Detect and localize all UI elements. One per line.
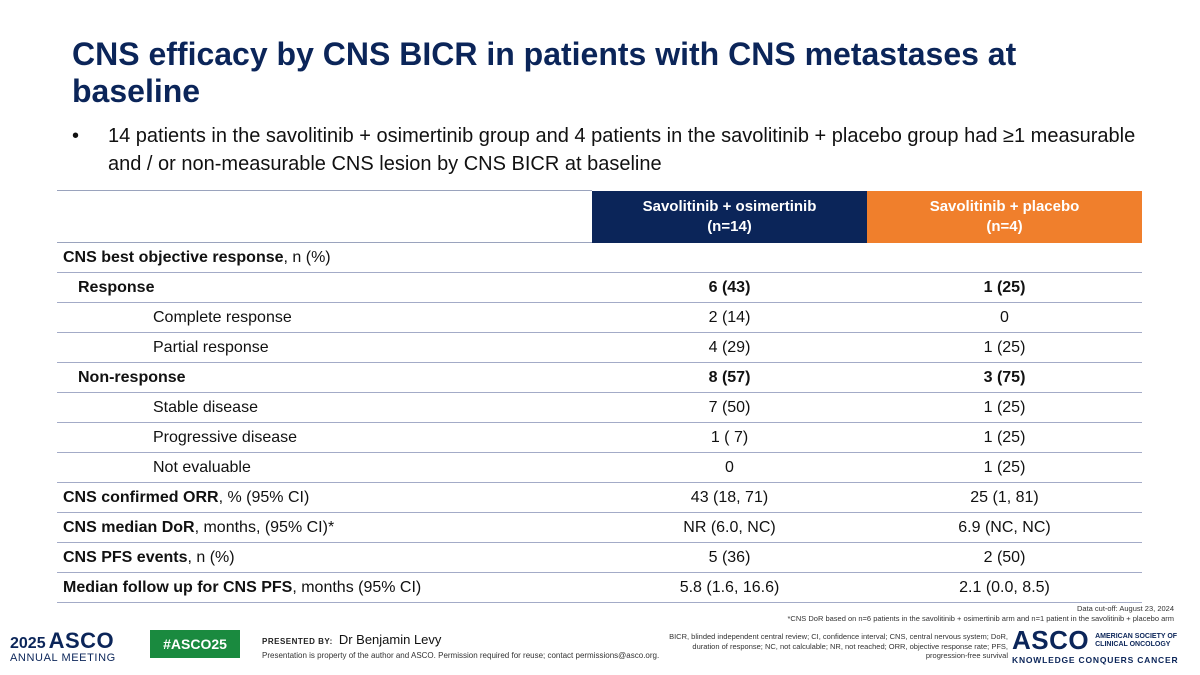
table-row: Progressive disease 1 ( 7) 1 (25) bbox=[57, 422, 1142, 453]
table-row: Not evaluable 0 1 (25) bbox=[57, 452, 1142, 483]
row-label-rest: , months (95% CI) bbox=[292, 578, 422, 596]
logo-word: ASCO bbox=[1012, 625, 1090, 655]
presented-by-label: PRESENTED BY: bbox=[262, 637, 333, 646]
cell-osimertinib: 4 (29) bbox=[592, 332, 867, 363]
header-col2-line1: Savolitinib + osimertinib bbox=[642, 197, 817, 215]
row-label-rest: Complete response bbox=[153, 308, 292, 326]
cell-osimertinib: 5 (36) bbox=[592, 542, 867, 573]
results-table: Savolitinib + osimertinib (n=14) Savolit… bbox=[57, 190, 1142, 603]
bullet-point: • 14 patients in the savolitinib + osime… bbox=[72, 122, 1162, 178]
hashtag-badge: #ASCO25 bbox=[150, 630, 240, 658]
bullet-icon: • bbox=[72, 125, 80, 147]
row-label: CNS median DoR, months, (95% CI)* bbox=[57, 512, 592, 543]
row-label-bold: CNS confirmed ORR bbox=[63, 488, 219, 506]
cell-placebo: 2 (50) bbox=[867, 542, 1142, 573]
row-label-rest: Progressive disease bbox=[153, 428, 298, 446]
cell-placebo: 6.9 (NC, NC) bbox=[867, 512, 1142, 543]
cell-placebo: 0 bbox=[867, 302, 1142, 333]
cell-placebo: 3 (75) bbox=[867, 362, 1142, 393]
row-label-rest: , % (95% CI) bbox=[218, 488, 310, 506]
meeting-subtitle: ANNUAL MEETING bbox=[10, 652, 116, 664]
cell-placebo: 25 (1, 81) bbox=[867, 482, 1142, 513]
table-row: Median follow up for CNS PFS, months (95… bbox=[57, 572, 1142, 603]
logo-society-line1: AMERICAN SOCIETY OF bbox=[1095, 632, 1178, 640]
table-row: CNS median DoR, months, (95% CI)* NR (6.… bbox=[57, 512, 1142, 543]
table-header-row: Savolitinib + osimertinib (n=14) Savolit… bbox=[57, 190, 1142, 243]
row-label-bold: Median follow up for CNS PFS bbox=[63, 578, 293, 596]
presenter-name: Dr Benjamin Levy bbox=[338, 632, 442, 647]
header-empty-cell bbox=[57, 190, 592, 243]
row-label-bold: CNS PFS events bbox=[63, 548, 188, 566]
cell-osimertinib: 1 ( 7) bbox=[592, 422, 867, 453]
property-notice: Presentation is property of the author a… bbox=[262, 651, 660, 660]
table-row: Stable disease 7 (50) 1 (25) bbox=[57, 392, 1142, 423]
cell-osimertinib: 6 (43) bbox=[592, 272, 867, 303]
data-cutoff-note: Data cut-off: August 23, 2024 bbox=[1076, 604, 1174, 613]
row-label: Stable disease bbox=[57, 392, 592, 423]
row-label: Partial response bbox=[57, 332, 592, 363]
cell-placebo bbox=[867, 242, 1142, 273]
cell-placebo: 1 (25) bbox=[867, 332, 1142, 363]
row-label-bold: Non-response bbox=[78, 368, 186, 386]
row-label-rest: Not evaluable bbox=[153, 458, 251, 476]
row-label: Not evaluable bbox=[57, 452, 592, 483]
row-label: Complete response bbox=[57, 302, 592, 333]
row-label-rest: , n (%) bbox=[187, 548, 235, 566]
row-label-bold: Response bbox=[78, 278, 155, 296]
cell-osimertinib: 2 (14) bbox=[592, 302, 867, 333]
row-label: Non-response bbox=[57, 362, 592, 393]
cell-placebo: 1 (25) bbox=[867, 452, 1142, 483]
slide-title: CNS efficacy by CNS BICR in patients wit… bbox=[72, 36, 1017, 109]
table-row: Response 6 (43) 1 (25) bbox=[57, 272, 1142, 303]
row-label: Progressive disease bbox=[57, 422, 592, 453]
asco-annual-meeting-logo: 2025 ASCO ANNUAL MEETING bbox=[10, 628, 116, 664]
header-savolitinib-placebo: Savolitinib + placebo (n=4) bbox=[867, 190, 1142, 243]
meeting-brand: ASCO bbox=[48, 628, 115, 653]
table-row: Non-response 8 (57) 3 (75) bbox=[57, 362, 1142, 393]
header-col2-line2: (n=14) bbox=[707, 217, 752, 235]
row-label: CNS PFS events, n (%) bbox=[57, 542, 592, 573]
cell-osimertinib: 8 (57) bbox=[592, 362, 867, 393]
table-row: CNS PFS events, n (%) 5 (36) 2 (50) bbox=[57, 542, 1142, 573]
row-label-rest: , n (%) bbox=[283, 248, 331, 266]
logo-society-line2: CLINICAL ONCOLOGY bbox=[1095, 640, 1171, 648]
cell-osimertinib: NR (6.0, NC) bbox=[592, 512, 867, 543]
table-row: CNS confirmed ORR, % (95% CI) 43 (18, 71… bbox=[57, 482, 1142, 513]
abbreviations-footnote: BICR, blinded independent central review… bbox=[669, 632, 1008, 660]
cell-osimertinib bbox=[592, 242, 867, 273]
table-row: Complete response 2 (14) 0 bbox=[57, 302, 1142, 333]
asco-society-logo: ASCO AMERICAN SOCIETY OF CLINICAL ONCOLO… bbox=[1012, 625, 1187, 665]
row-label-rest: Stable disease bbox=[153, 398, 258, 416]
row-label: CNS confirmed ORR, % (95% CI) bbox=[57, 482, 592, 513]
header-col3-line1: Savolitinib + placebo bbox=[929, 197, 1080, 215]
header-col3-line2: (n=4) bbox=[986, 217, 1023, 235]
cell-osimertinib: 0 bbox=[592, 452, 867, 483]
row-label-rest: , months, (95% CI)* bbox=[194, 518, 335, 536]
cell-placebo: 1 (25) bbox=[867, 272, 1142, 303]
dor-footnote: *CNS DoR based on n=6 patients in the sa… bbox=[787, 614, 1174, 623]
row-label-bold: CNS median DoR bbox=[63, 518, 195, 536]
presenter-info: PRESENTED BY: Dr Benjamin Levy bbox=[262, 632, 441, 647]
table-row: CNS best objective response, n (%) bbox=[57, 242, 1142, 273]
cell-placebo: 1 (25) bbox=[867, 422, 1142, 453]
table-row: Partial response 4 (29) 1 (25) bbox=[57, 332, 1142, 363]
cell-osimertinib: 5.8 (1.6, 16.6) bbox=[592, 572, 867, 603]
bullet-text: 14 patients in the savolitinib + osimert… bbox=[108, 125, 1136, 175]
row-label: Response bbox=[57, 272, 592, 303]
row-label-rest: Partial response bbox=[153, 338, 269, 356]
meeting-year: 2025 bbox=[10, 635, 46, 652]
cell-placebo: 2.1 (0.0, 8.5) bbox=[867, 572, 1142, 603]
row-label-bold: CNS best objective response bbox=[63, 248, 284, 266]
cell-osimertinib: 43 (18, 71) bbox=[592, 482, 867, 513]
header-savolitinib-osimertinib: Savolitinib + osimertinib (n=14) bbox=[592, 190, 867, 243]
cell-placebo: 1 (25) bbox=[867, 392, 1142, 423]
row-label: CNS best objective response, n (%) bbox=[57, 242, 592, 273]
cell-osimertinib: 7 (50) bbox=[592, 392, 867, 423]
logo-society-name: AMERICAN SOCIETY OF CLINICAL ONCOLOGY bbox=[1095, 633, 1177, 649]
row-label: Median follow up for CNS PFS, months (95… bbox=[57, 572, 592, 603]
logo-tagline: KNOWLEDGE CONQUERS CANCER bbox=[1012, 655, 1179, 665]
